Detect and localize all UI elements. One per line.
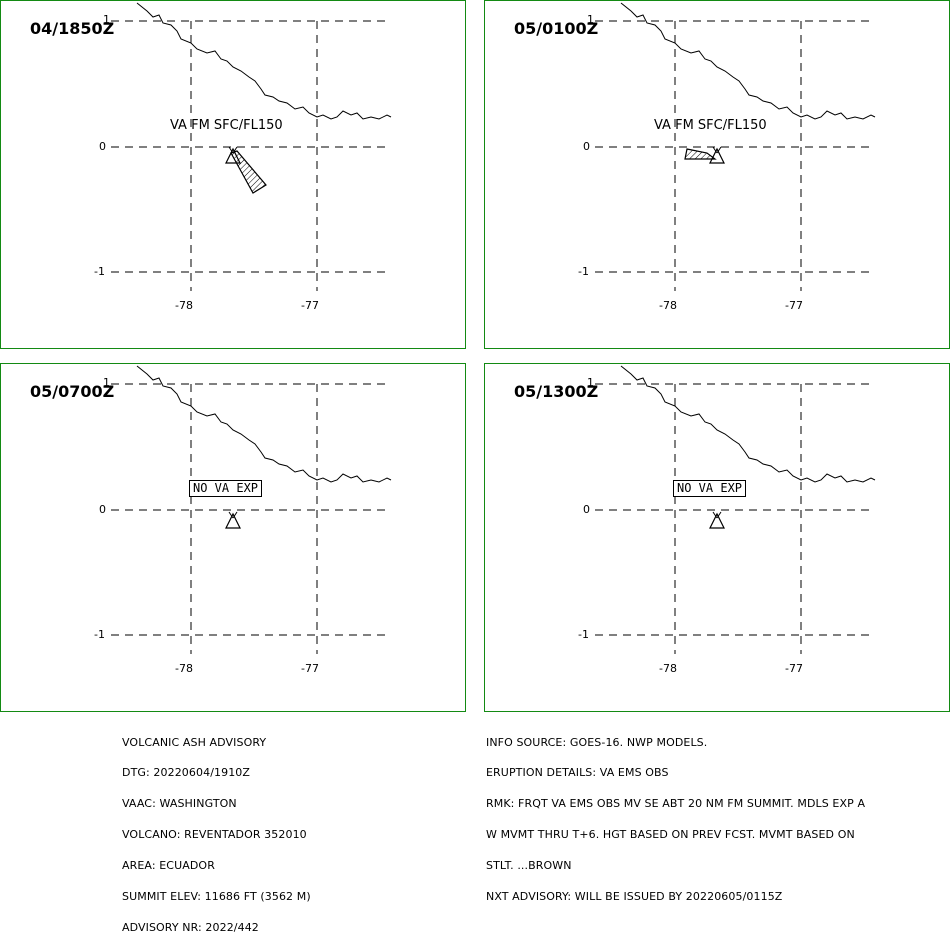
lon-label-minus77: -77 bbox=[785, 299, 803, 312]
advisory-dtg: DTG: 20220604/1910Z bbox=[122, 766, 251, 780]
advisory-header-text: VOLCANIC ASH ADVISORY DTG: 20220604/1910… bbox=[122, 717, 311, 944]
advisory-summit-elev: SUMMIT ELEV: 11686 FT (3562 M) bbox=[122, 890, 311, 904]
lat-label-1: 1 bbox=[587, 376, 594, 389]
lat-label-1: 1 bbox=[103, 13, 110, 26]
ash-cloud-polygon bbox=[230, 150, 267, 194]
advisory-title: VOLCANIC ASH ADVISORY bbox=[122, 735, 267, 749]
lat-label-0: 0 bbox=[583, 503, 590, 516]
forecast-panel-t12: 05/0700Z 1 0 -1 -78 -77 NO VA EXP bbox=[0, 363, 466, 712]
lat-label-minus1: -1 bbox=[578, 628, 589, 641]
coastline bbox=[136, 2, 392, 120]
no-ash-status-box: NO VA EXP bbox=[189, 480, 263, 497]
map-canvas bbox=[111, 2, 392, 291]
map-canvas bbox=[111, 365, 392, 654]
lat-label-minus1: -1 bbox=[94, 628, 105, 641]
advisory-volcano: VOLCANO: REVENTADOR 352010 bbox=[122, 828, 307, 842]
advisory-vaac: VAAC: WASHINGTON bbox=[122, 797, 237, 811]
lat-label-minus1: -1 bbox=[578, 265, 589, 278]
lon-label-minus78: -78 bbox=[659, 662, 677, 675]
advisory-eruption-details: ERUPTION DETAILS: VA EMS OBS bbox=[486, 766, 669, 780]
panel-time-label: 05/0700Z bbox=[30, 382, 115, 401]
ash-height-label: VA FM SFC/FL150 bbox=[654, 118, 767, 133]
coastline bbox=[620, 365, 876, 483]
ash-height-label: VA FM SFC/FL150 bbox=[170, 118, 283, 133]
panel-time-label: 05/0100Z bbox=[514, 19, 599, 38]
lon-label-minus77: -77 bbox=[301, 299, 319, 312]
panel-time-label: 05/1300Z bbox=[514, 382, 599, 401]
advisory-number: ADVISORY NR: 2022/442 bbox=[122, 920, 259, 934]
advisory-remarks-2: W MVMT THRU T+6. HGT BASED ON PREV FCST.… bbox=[486, 828, 855, 842]
volcano-icon bbox=[709, 511, 725, 529]
advisory-remarks-3: STLT. ...BROWN bbox=[486, 859, 572, 873]
forecast-panel-t6: 05/0100Z 1 0 -1 -78 -77 VA FM SFC/FL150 bbox=[484, 0, 950, 349]
coastline bbox=[136, 365, 392, 483]
ash-cloud-polygon bbox=[684, 148, 717, 160]
lon-label-minus77: -77 bbox=[785, 662, 803, 675]
lat-label-1: 1 bbox=[587, 13, 594, 26]
forecast-panel-t0: 04/1850Z 1 0 -1 -78 -77 VA FM SFC/FL150 bbox=[0, 0, 466, 349]
advisory-info-source: INFO SOURCE: GOES-16. NWP MODELS. bbox=[486, 735, 708, 749]
volcano-icon bbox=[709, 146, 725, 164]
map-canvas bbox=[595, 365, 876, 654]
volcano-icon bbox=[225, 511, 241, 529]
volcano-icon bbox=[225, 146, 241, 164]
lat-label-0: 0 bbox=[99, 503, 106, 516]
map-canvas bbox=[595, 2, 876, 291]
forecast-panel-t18: 05/1300Z 1 0 -1 -78 -77 NO VA EXP bbox=[484, 363, 950, 712]
lon-label-minus78: -78 bbox=[175, 662, 193, 675]
lat-label-minus1: -1 bbox=[94, 265, 105, 278]
advisory-area: AREA: ECUADOR bbox=[122, 859, 215, 873]
lon-label-minus78: -78 bbox=[659, 299, 677, 312]
advisory-details-text: INFO SOURCE: GOES-16. NWP MODELS. ERUPTI… bbox=[486, 717, 865, 913]
lat-label-0: 0 bbox=[99, 140, 106, 153]
advisory-next: NXT ADVISORY: WILL BE ISSUED BY 20220605… bbox=[486, 890, 783, 904]
lat-label-0: 0 bbox=[583, 140, 590, 153]
panel-time-label: 04/1850Z bbox=[30, 19, 115, 38]
advisory-remarks-1: RMK: FRQT VA EMS OBS MV SE ABT 20 NM FM … bbox=[486, 797, 866, 811]
lon-label-minus77: -77 bbox=[301, 662, 319, 675]
no-ash-status-box: NO VA EXP bbox=[673, 480, 747, 497]
coastline bbox=[620, 2, 876, 120]
lon-label-minus78: -78 bbox=[175, 299, 193, 312]
lat-label-1: 1 bbox=[103, 376, 110, 389]
